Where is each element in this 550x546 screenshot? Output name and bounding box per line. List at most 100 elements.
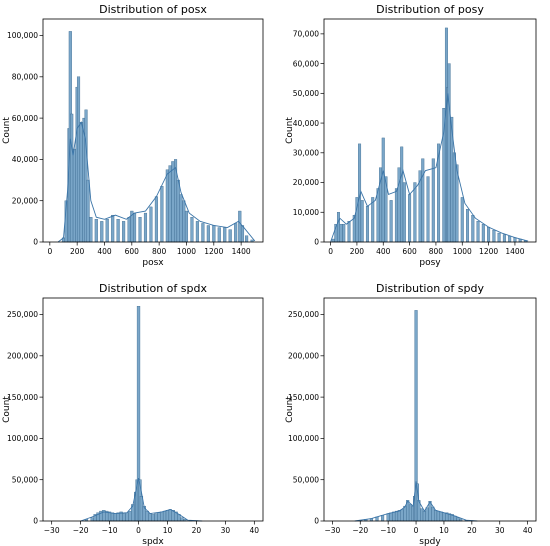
- bar-posx-7: [76, 76, 81, 243]
- x-tick-label: 0: [328, 247, 333, 256]
- chart-panel-spdy: −30 −20 −10 0 10 20 30 40 0 50,000 100,000 150,000 2…: [285, 282, 537, 546]
- x-tick-label: −10: [102, 526, 118, 535]
- bar-posx-44: [238, 210, 242, 243]
- bar-spdx-1: [90, 517, 94, 522]
- chart-panel-posx: 0 200 400 600 800 1000 1200 1400 0 20,000 40,000 60…: [2, 3, 264, 268]
- bar-posx-32: [179, 194, 183, 243]
- bar-posy-12: [376, 188, 380, 243]
- y-tick-label: 50,000: [12, 475, 38, 484]
- bar-posy-17: [394, 188, 398, 243]
- bar-posx-41: [223, 227, 227, 243]
- bar-posx-34: [184, 210, 189, 243]
- bar-spdy-9: [397, 510, 401, 522]
- bar-posy-37: [471, 215, 475, 243]
- x-tick-label: 20: [192, 526, 202, 535]
- bar-posx-29: [171, 161, 175, 243]
- plot-frame: [42, 18, 264, 243]
- bar-posx-26: [160, 186, 164, 243]
- bar-posy-26: [431, 158, 435, 243]
- bar-posy-3: [339, 223, 343, 243]
- bar-posy-11: [371, 197, 375, 243]
- bar-posy-42: [497, 232, 501, 243]
- y-tick-label: 60,000: [293, 59, 319, 68]
- x-tick-label: 0: [136, 526, 141, 535]
- plot-frame: [323, 18, 537, 243]
- bar-posy-20: [402, 182, 406, 243]
- chart-title: Distribution of spdx: [99, 282, 207, 295]
- bar-posy-5: [347, 221, 351, 243]
- chart-panel-posy: 0 200 400 600 800 1000 1200 1400 0 10,000 20,000 30…: [285, 3, 537, 268]
- kde-line-posx: [57, 121, 256, 243]
- chart-panel-spdx: −30 −20 −10 0 10 20 30 40 0 50,000 100,000 150,000 2…: [2, 282, 264, 546]
- bar-spdy-10: [400, 509, 404, 522]
- y-axis-label: Count: [2, 117, 12, 144]
- y-tick-label: 50,000: [293, 475, 319, 484]
- x-tick-label: 200: [350, 247, 365, 256]
- bar-posx-36: [195, 221, 199, 243]
- x-tick-label: −20: [352, 526, 368, 535]
- bar-posx-13: [94, 219, 98, 243]
- y-tick-label: 200,000: [288, 352, 319, 361]
- y-tick-label: 250,000: [288, 310, 319, 319]
- bar-posx-22: [138, 217, 142, 243]
- x-axis-label: posy: [419, 258, 441, 268]
- bar-posx-5: [72, 148, 76, 243]
- x-tick-label: 600: [125, 247, 140, 256]
- bar-spdx-23: [148, 513, 152, 522]
- y-tick-label: 30,000: [293, 149, 319, 158]
- y-tick-label: 200,000: [7, 352, 38, 361]
- y-tick-label: 150,000: [7, 393, 38, 402]
- bar-spdx-30: [168, 509, 172, 522]
- bar-spdy-27: [442, 512, 446, 522]
- bar-posx-46: [245, 235, 249, 243]
- y-axis-label: Count: [2, 396, 12, 423]
- bar-posx-4: [70, 113, 74, 243]
- plot-frame: [323, 297, 537, 522]
- x-tick-label: 1000: [177, 247, 196, 256]
- y-tick-label: 20,000: [12, 196, 38, 205]
- y-tick-label: 40,000: [293, 119, 319, 128]
- x-tick-label: 400: [376, 247, 391, 256]
- bar-spdx-9: [113, 513, 117, 522]
- bar-posx-11: [86, 179, 90, 243]
- bar-posx-8: [79, 122, 83, 243]
- y-axis-label: Count: [285, 396, 295, 423]
- x-tick-label: 800: [429, 247, 444, 256]
- x-tick-label: 0: [414, 526, 419, 535]
- y-tick-label: 150,000: [288, 393, 319, 402]
- bar-spdy-19: [420, 508, 424, 522]
- bar-posx-18: [122, 221, 126, 243]
- bar-spdy-7: [392, 511, 396, 522]
- bar-posx-38: [206, 225, 210, 243]
- kde-line-spdx: [80, 477, 203, 522]
- bar-spdy-24: [434, 510, 438, 522]
- bar-spdx-8: [110, 512, 115, 522]
- x-axis-label: posx: [142, 258, 164, 268]
- x-tick-label: 40: [523, 526, 533, 535]
- bar-posx-19: [127, 217, 131, 243]
- bar-posx-31: [176, 179, 180, 243]
- y-tick-label: 20,000: [293, 178, 319, 187]
- bar-spdy-20: [422, 510, 426, 522]
- x-tick-label: 400: [97, 247, 112, 256]
- bar-posy-25: [426, 176, 430, 243]
- bar-posy-19: [400, 146, 404, 243]
- bar-posy-10: [365, 206, 369, 243]
- y-tick-label: 10,000: [293, 208, 319, 217]
- x-tick-label: 1400: [232, 247, 251, 256]
- y-tick-label: 100,000: [7, 31, 38, 40]
- y-tick-label: 100,000: [288, 434, 319, 443]
- bar-spdy-26: [439, 511, 443, 522]
- bar-spdx-28: [162, 510, 167, 522]
- chart-title: Distribution of posy: [376, 3, 484, 16]
- kde-line-posy: [330, 93, 529, 243]
- chart-title: Distribution of posx: [99, 3, 207, 16]
- bar-posx-16: [111, 214, 115, 243]
- bar-spdy-11: [403, 505, 407, 522]
- x-tick-label: −30: [44, 526, 60, 535]
- bar-spdy-13: [408, 504, 413, 522]
- bar-posx-40: [217, 227, 221, 243]
- y-tick-label: 40,000: [12, 155, 38, 164]
- bar-posx-35: [190, 217, 194, 243]
- bar-spdx-14: [128, 510, 132, 522]
